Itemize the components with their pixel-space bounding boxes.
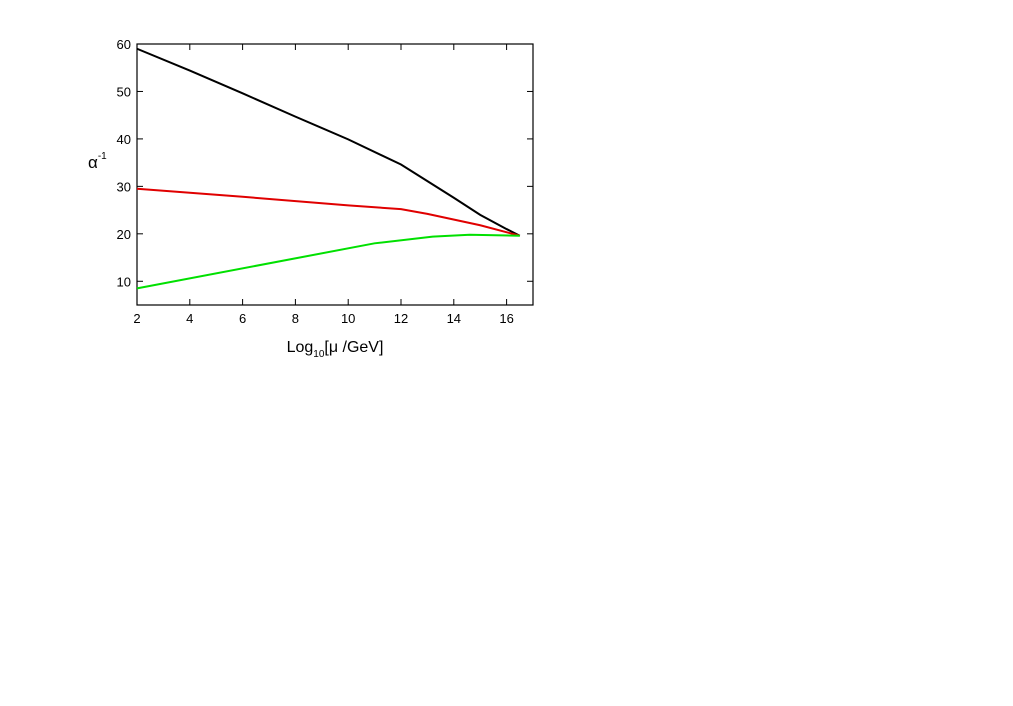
y-tick-label: 40 [117,132,131,147]
series-line [136,233,520,290]
x-tick-label: 4 [186,311,193,326]
y-tick-label: 20 [117,227,131,242]
x-tick-label: 2 [133,311,140,326]
x-tick-label: 16 [499,311,513,326]
y-tick-label: 10 [117,274,131,289]
y-tick-label: 60 [117,37,131,52]
y-tick-label: 50 [117,84,131,99]
x-tick-label: 14 [447,311,461,326]
y-tick-label: 30 [117,179,131,194]
x-tick-label: 10 [341,311,355,326]
x-tick-label: 8 [292,311,299,326]
y-label-sup: -1 [98,151,107,162]
x-tick-label: 6 [239,311,246,326]
series-line [136,187,521,237]
y-label-main: α [88,153,98,172]
x-label-rest: [μ /GeV] [324,339,383,356]
series-line [136,47,521,237]
y-axis-label: α-1 [88,151,107,172]
plot-frame [136,43,534,306]
x-axis-label: Log10[μ /GeV] [287,339,384,360]
x-tick-label: 12 [394,311,408,326]
x-label-sub: 10 [313,349,325,360]
x-label-main: Log [287,339,314,356]
